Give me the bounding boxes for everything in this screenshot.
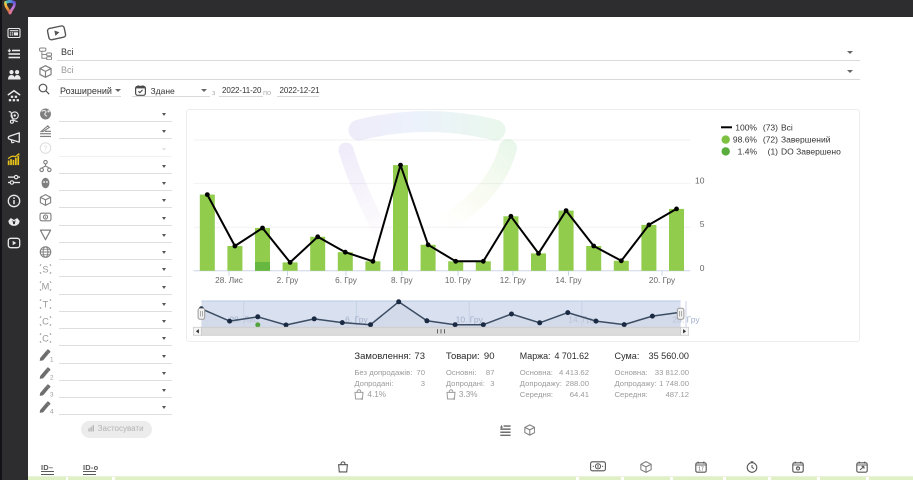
- svg-text:12. Гру: 12. Гру: [500, 276, 527, 285]
- svg-text:C: C: [42, 333, 49, 343]
- svg-text:x: x: [452, 395, 455, 399]
- svg-text:?: ?: [43, 144, 47, 153]
- svg-text:28. Лис: 28. Лис: [215, 276, 243, 285]
- svg-text:17: 17: [698, 466, 704, 472]
- svg-text:3: 3: [49, 391, 53, 398]
- svg-text:(73): (73): [763, 122, 778, 132]
- svg-text:8. Гру: 8. Гру: [391, 276, 414, 285]
- svg-text:0: 0: [700, 263, 705, 273]
- svg-text:6. Гру: 6. Гру: [345, 315, 368, 325]
- svg-text:M: M: [41, 282, 49, 292]
- svg-text:(72): (72): [763, 135, 778, 145]
- svg-text:1: 1: [49, 357, 53, 364]
- svg-text:10. Гру: 10. Гру: [456, 315, 484, 325]
- svg-text:6. Гру: 6. Гру: [335, 276, 358, 285]
- svg-text:100%: 100%: [735, 122, 757, 132]
- svg-text:5: 5: [700, 219, 705, 229]
- svg-text:DO Завершено: DO Завершено: [781, 146, 841, 156]
- svg-text:20. Гру: 20. Гру: [672, 315, 700, 325]
- svg-text:C: C: [42, 316, 49, 326]
- svg-text:4: 4: [49, 409, 53, 416]
- svg-text:S: S: [42, 264, 48, 274]
- svg-text:(1): (1): [768, 146, 779, 156]
- svg-text:2. Гру: 2. Гру: [277, 276, 300, 285]
- svg-text:Завершений: Завершений: [781, 135, 831, 145]
- svg-text:2: 2: [49, 374, 53, 381]
- svg-text:20. Гру: 20. Гру: [649, 276, 676, 285]
- svg-text:T: T: [42, 299, 48, 309]
- svg-text:98.6%: 98.6%: [733, 135, 758, 145]
- svg-text:Всі: Всі: [781, 122, 793, 132]
- svg-text:10: 10: [695, 176, 705, 186]
- svg-text:14. Гру: 14. Гру: [555, 276, 582, 285]
- svg-text:x: x: [361, 395, 364, 399]
- svg-text:10. Гру: 10. Гру: [445, 276, 472, 285]
- svg-text:1.4%: 1.4%: [738, 146, 758, 156]
